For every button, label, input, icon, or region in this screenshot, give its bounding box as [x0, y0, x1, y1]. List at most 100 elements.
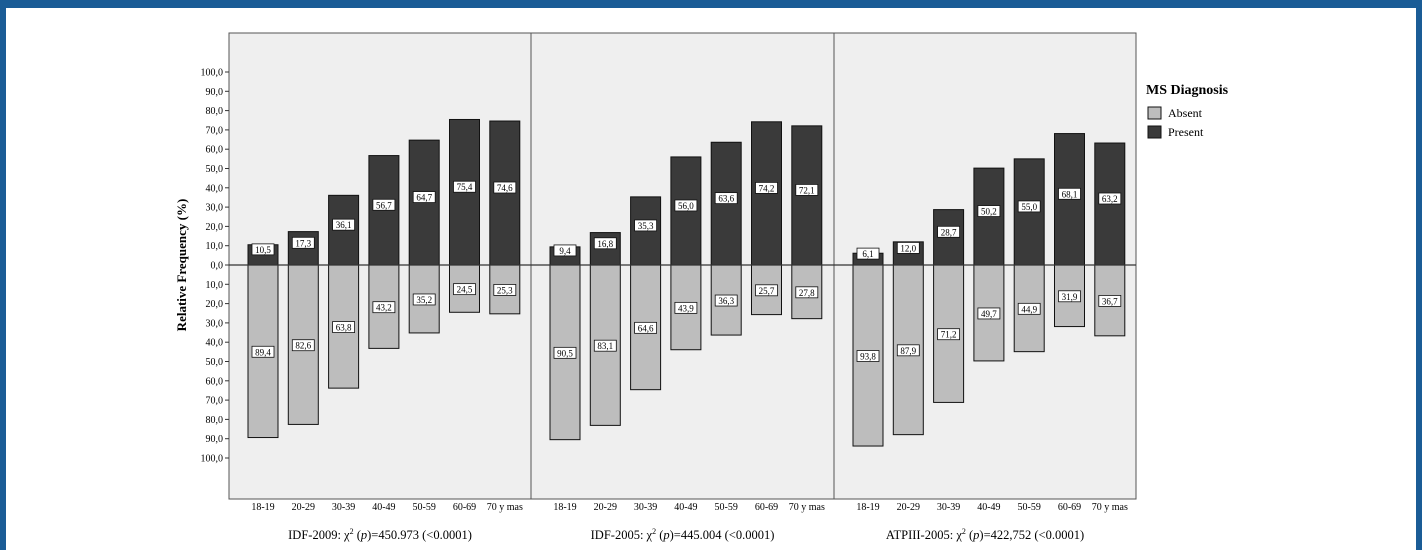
data-label-box: [1058, 290, 1081, 303]
data-label-present: 17,3: [295, 238, 311, 248]
panel-stat-caption: ATPIII-2005: χ2 (p)=422,752 (<0.0001): [886, 527, 1084, 542]
x-tick-label: 40-49: [674, 502, 697, 513]
data-label-absent: 82,6: [295, 341, 311, 351]
y-tick-label: 80,0: [206, 415, 224, 426]
data-label-box: [755, 181, 778, 194]
data-label-box: [1017, 302, 1041, 315]
x-tick-label: 40-49: [372, 502, 395, 513]
x-tick-label: 50-59: [715, 502, 738, 513]
data-label-absent: 25,3: [497, 285, 513, 295]
y-tick-label: 70,0: [206, 125, 224, 136]
data-label-present: 28,7: [941, 227, 957, 237]
panel-stat-caption: IDF-2009: χ2 (p)=450.973 (<0.0001): [288, 527, 472, 542]
data-label-box: [977, 205, 1001, 217]
data-label-box: [553, 346, 577, 359]
data-label-box: [1058, 187, 1081, 200]
y-tick-label: 30,0: [206, 318, 224, 329]
data-label-box: [937, 328, 960, 341]
y-tick-label: 0,0: [211, 261, 224, 272]
data-label-present: 35,3: [638, 221, 654, 231]
data-label-absent: 87,9: [900, 346, 916, 356]
data-label-absent: 35,2: [416, 295, 432, 305]
y-tick-label: 10,0: [206, 241, 224, 252]
x-tick-label: 70 y mas: [789, 502, 825, 513]
y-tick-label: 20,0: [206, 222, 224, 233]
data-label-box: [1098, 192, 1122, 205]
x-tick-label: 60-69: [1058, 502, 1081, 513]
data-label-box: [634, 321, 657, 334]
data-label-box: [856, 247, 880, 260]
data-label-box: [453, 283, 476, 296]
data-label-present: 50,2: [981, 207, 997, 217]
x-tick-label: 20-29: [897, 502, 920, 513]
x-tick-label: 20-29: [292, 502, 315, 513]
y-tick-label: 90,0: [206, 434, 224, 445]
data-label-absent: 64,6: [638, 323, 654, 333]
data-label-present: 56,7: [376, 200, 392, 210]
data-label-present: 55,0: [1021, 202, 1037, 212]
bar-chart: 100,0 90,0 80,0 70,0 60,0 50,0 40,0 30,0 20,0 10,…: [174, 32, 1229, 542]
data-label-present: 16,8: [597, 239, 613, 249]
data-label-present: 74,2: [759, 183, 775, 193]
data-label-absent: 49,7: [981, 309, 997, 319]
data-label-present: 72,1: [799, 185, 815, 195]
data-label-present: 10,5: [255, 245, 271, 255]
y-axis-label: Relative Frequency (%): [174, 199, 189, 332]
data-label-box: [553, 244, 577, 257]
x-tick-label: 20-29: [594, 502, 617, 513]
x-tick-label: 30-39: [937, 502, 960, 513]
data-label-absent: 89,4: [255, 347, 271, 357]
data-label-box: [251, 345, 275, 358]
legend-swatch: [1147, 106, 1162, 120]
legend-item-label: Absent: [1168, 106, 1203, 120]
data-label-absent: 83,1: [597, 341, 613, 351]
y-tick-label: 30,0: [206, 203, 224, 214]
data-label-box: [593, 237, 617, 250]
data-label-present: 64,7: [416, 193, 432, 203]
data-label-absent: 90,5: [557, 348, 573, 358]
data-label-absent: 25,7: [759, 286, 775, 296]
x-tick-label: 40-49: [977, 502, 1000, 513]
y-tick-label: 50,0: [206, 164, 224, 175]
data-label-box: [795, 184, 819, 196]
data-label-absent: 36,3: [718, 296, 734, 306]
data-label-absent: 27,8: [799, 288, 815, 298]
data-label-box: [291, 236, 315, 249]
data-label-present: 36,1: [336, 220, 352, 230]
data-label-box: [1017, 200, 1041, 213]
data-label-box: [251, 243, 275, 256]
data-label-box: [755, 284, 778, 297]
data-label-box: [714, 192, 738, 205]
data-label-box: [453, 180, 476, 193]
y-tick-label: 20,0: [206, 299, 224, 310]
data-label-box: [493, 284, 517, 296]
data-label-absent: 31,9: [1062, 292, 1078, 302]
data-label-box: [896, 242, 920, 254]
data-label-absent: 43,9: [678, 303, 694, 313]
x-tick-label: 70 y mas: [487, 502, 523, 513]
x-tick-label: 30-39: [332, 502, 355, 513]
data-label-present: 9,4: [559, 246, 571, 256]
x-tick-label: 60-69: [453, 502, 476, 513]
data-label-absent: 71,2: [941, 330, 957, 340]
y-tick-label: 70,0: [206, 396, 224, 407]
data-label-box: [1098, 295, 1122, 307]
y-tick-label: 40,0: [206, 338, 224, 349]
data-label-absent: 24,5: [457, 285, 473, 295]
data-label-absent: 93,8: [860, 352, 876, 362]
data-label-box: [372, 198, 396, 211]
data-label-box: [593, 339, 617, 352]
data-label-absent: 44,9: [1021, 304, 1037, 314]
data-label-present: 12,0: [900, 243, 916, 253]
x-tick-label: 70 y mas: [1092, 502, 1128, 513]
y-tick-label: 80,0: [206, 106, 224, 117]
data-label-box: [493, 181, 517, 194]
data-label-box: [372, 301, 396, 314]
data-label-present: 56,0: [678, 201, 694, 211]
data-label-box: [412, 293, 436, 306]
x-tick-label: 18-19: [251, 502, 274, 513]
data-label-present: 75,4: [457, 182, 473, 192]
y-tick-label: 100,0: [201, 454, 224, 465]
x-tick-label: 18-19: [856, 502, 879, 513]
